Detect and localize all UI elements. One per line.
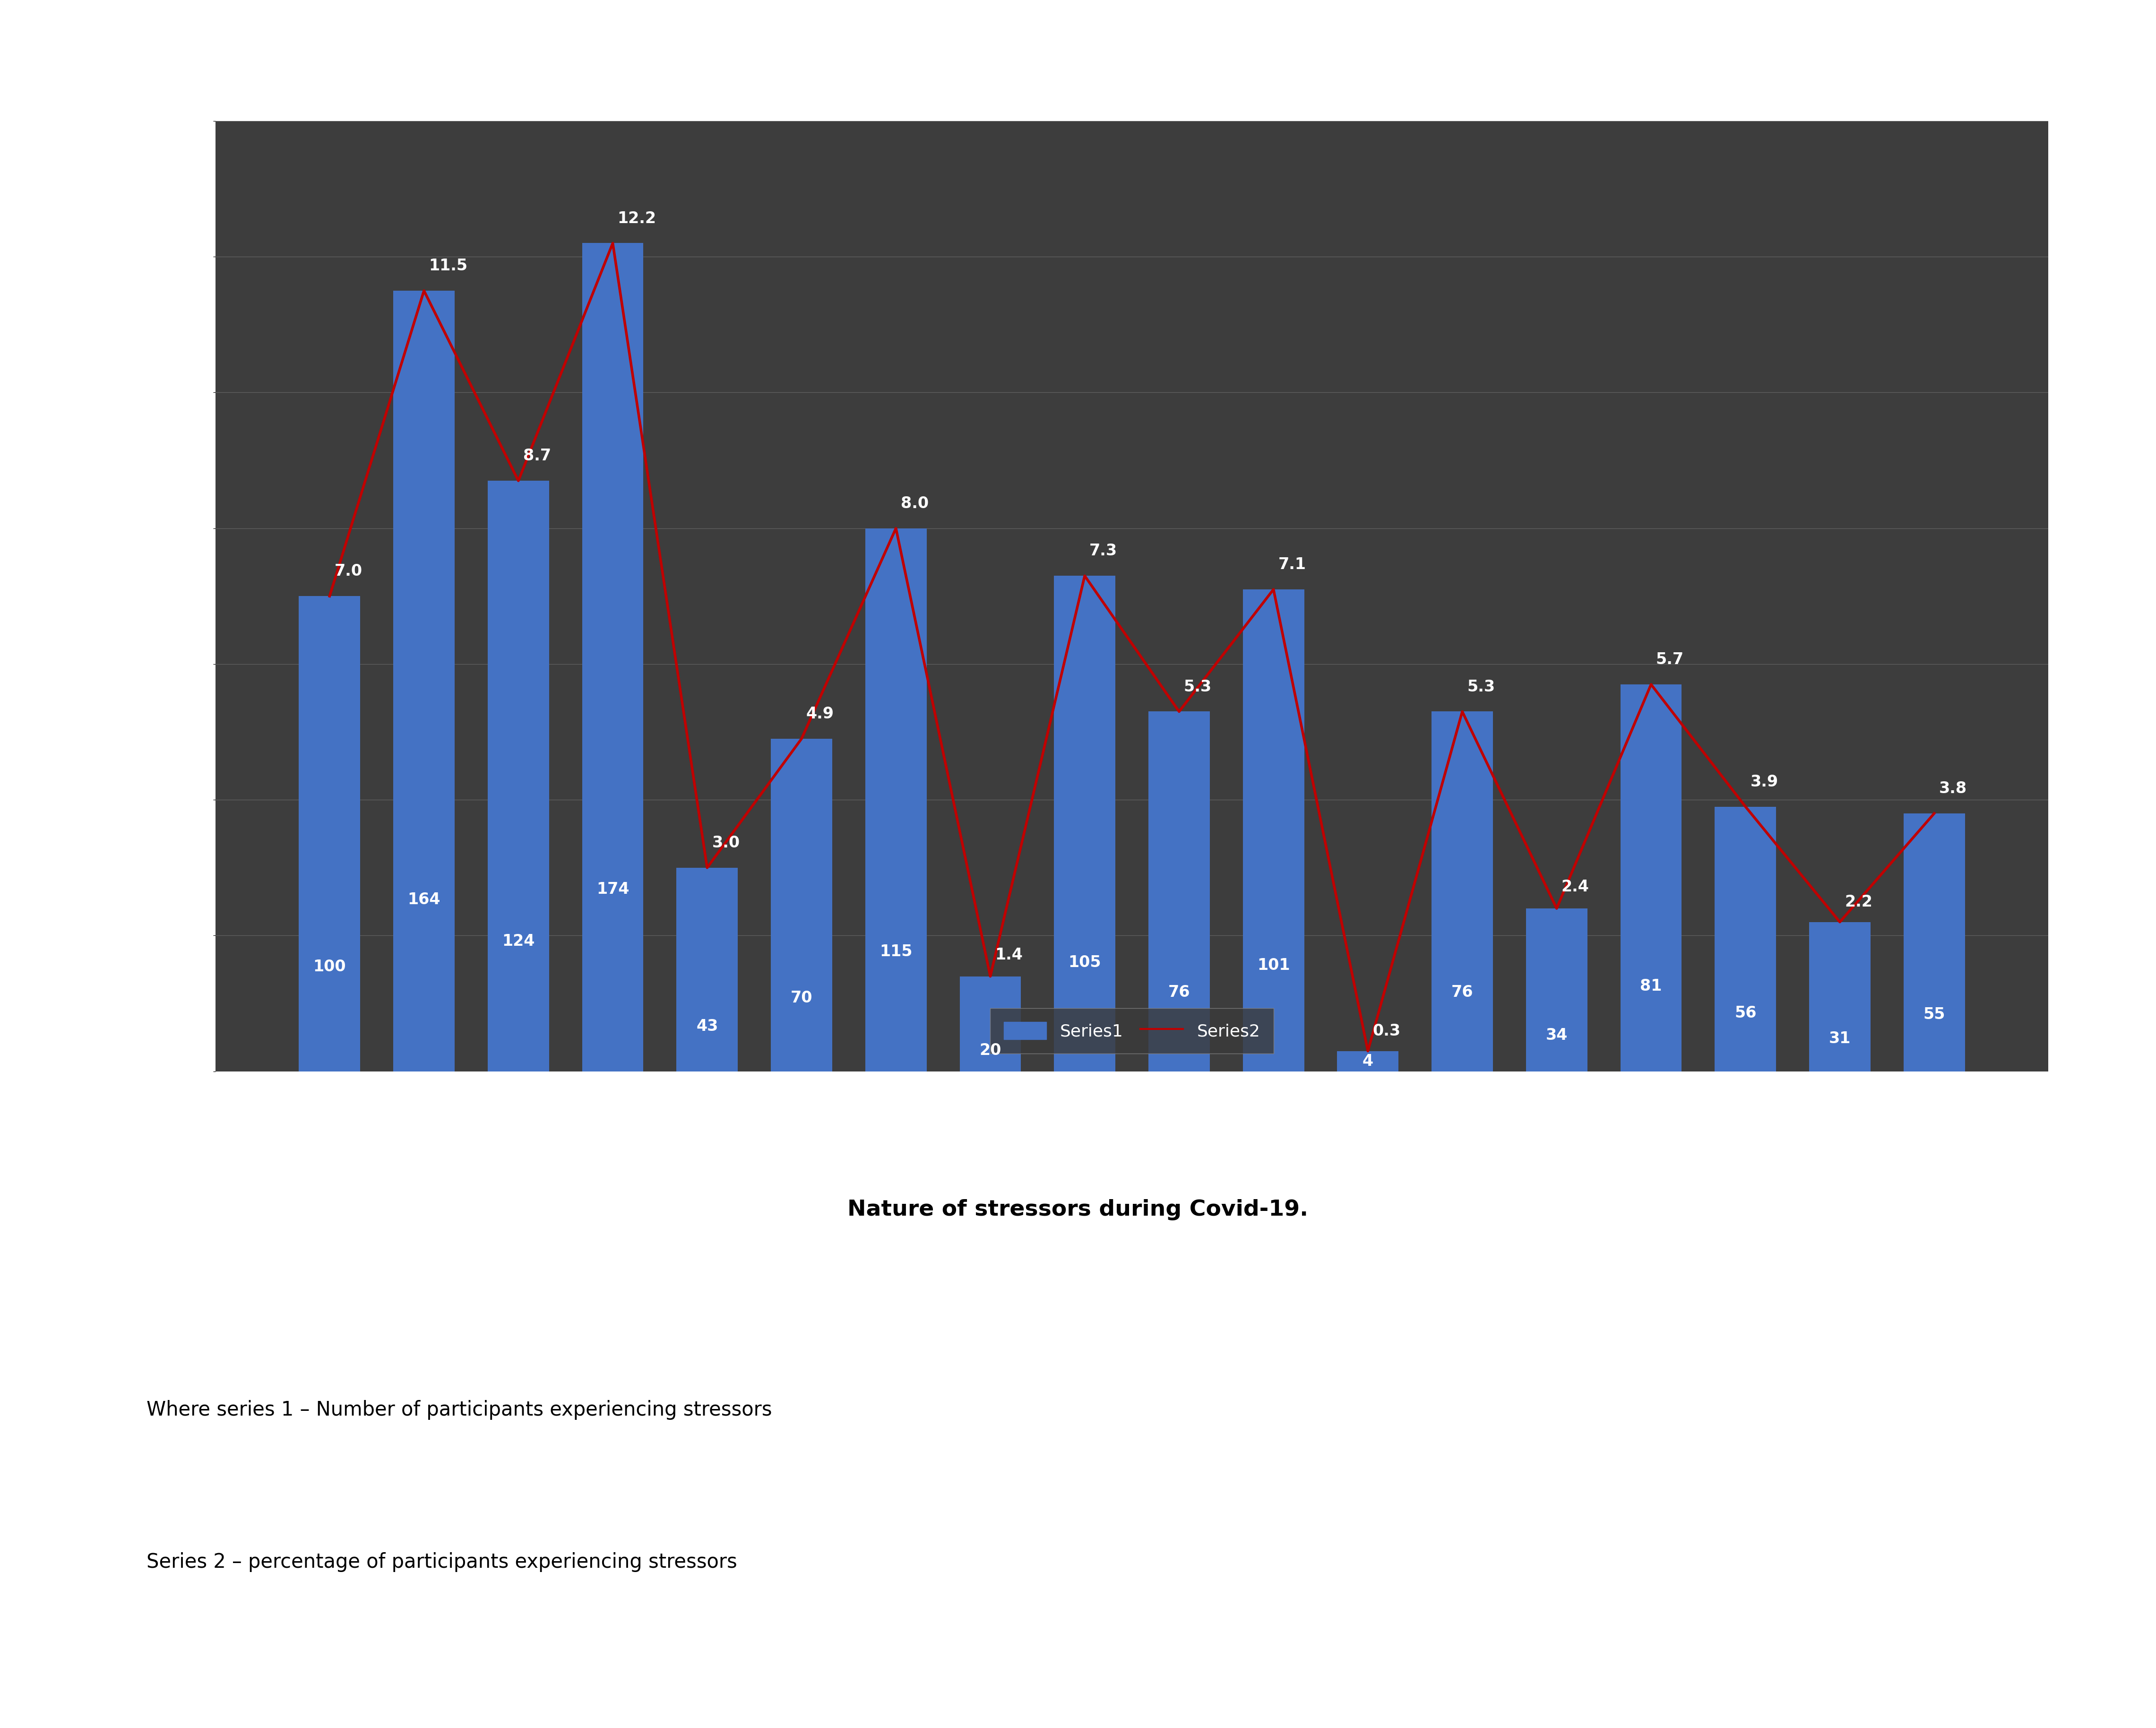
Bar <box>1904 814 1964 1071</box>
Text: 70: 70 <box>791 990 813 1006</box>
Bar <box>392 290 455 1071</box>
Bar <box>1337 1051 1399 1071</box>
Text: 5.3: 5.3 <box>1466 679 1494 695</box>
Bar <box>677 867 737 1071</box>
Bar <box>1054 575 1115 1071</box>
Text: 100: 100 <box>313 959 345 975</box>
Text: 2.2: 2.2 <box>1846 893 1871 909</box>
Bar <box>582 244 642 1071</box>
Text: 1.4: 1.4 <box>996 947 1022 962</box>
Text: 43: 43 <box>696 1020 718 1035</box>
Text: 3.9: 3.9 <box>1751 774 1779 790</box>
Text: 31: 31 <box>1828 1030 1850 1045</box>
Bar <box>772 738 832 1071</box>
Text: 0.3: 0.3 <box>1373 1023 1401 1039</box>
Text: 2.4: 2.4 <box>1561 880 1589 895</box>
Text: 174: 174 <box>597 881 630 897</box>
Text: 81: 81 <box>1641 978 1662 994</box>
Text: Where series 1 – Number of participants experiencing stressors: Where series 1 – Number of participants … <box>147 1400 772 1420</box>
Text: 11.5: 11.5 <box>429 257 468 273</box>
Text: Nature of stressors during Covid-19.: Nature of stressors during Covid-19. <box>847 1199 1309 1220</box>
Bar <box>1809 923 1871 1071</box>
Text: 164: 164 <box>407 892 440 907</box>
Bar <box>1149 712 1210 1071</box>
Text: 76: 76 <box>1451 985 1473 1001</box>
Text: 5.7: 5.7 <box>1656 651 1684 667</box>
Text: 4: 4 <box>1363 1054 1373 1070</box>
Text: 124: 124 <box>502 933 535 949</box>
Text: 8.0: 8.0 <box>901 496 929 511</box>
Bar <box>865 529 927 1071</box>
Bar <box>1621 684 1682 1071</box>
Text: 12.2: 12.2 <box>617 211 655 226</box>
Bar <box>487 480 550 1071</box>
Text: 7.1: 7.1 <box>1279 556 1307 572</box>
Bar <box>1526 909 1587 1071</box>
Text: 7.3: 7.3 <box>1089 543 1117 558</box>
Text: 55: 55 <box>1923 1007 1945 1023</box>
Text: 34: 34 <box>1546 1028 1567 1044</box>
Text: 56: 56 <box>1733 1006 1757 1021</box>
Text: Series 2 – percentage of participants experiencing stressors: Series 2 – percentage of participants ex… <box>147 1552 737 1572</box>
Text: 101: 101 <box>1257 957 1289 973</box>
Text: 7.0: 7.0 <box>334 563 362 579</box>
Legend: Series1, Series2: Series1, Series2 <box>990 1007 1274 1054</box>
Bar <box>1714 807 1777 1071</box>
Bar <box>1432 712 1492 1071</box>
Text: 76: 76 <box>1169 985 1190 1001</box>
Text: 3.8: 3.8 <box>1938 781 1966 797</box>
Text: 115: 115 <box>880 943 912 959</box>
Text: 5.3: 5.3 <box>1184 679 1212 695</box>
Text: 3.0: 3.0 <box>711 835 740 850</box>
Text: 8.7: 8.7 <box>524 448 552 463</box>
Text: 20: 20 <box>979 1042 1000 1058</box>
Text: 4.9: 4.9 <box>806 707 834 722</box>
Bar <box>1242 589 1304 1071</box>
Text: 105: 105 <box>1067 954 1102 969</box>
Bar <box>959 976 1022 1071</box>
Y-axis label: Percentage of participants experiencing stressors: Percentage of participants experiencing … <box>136 337 153 855</box>
Bar <box>300 596 360 1071</box>
